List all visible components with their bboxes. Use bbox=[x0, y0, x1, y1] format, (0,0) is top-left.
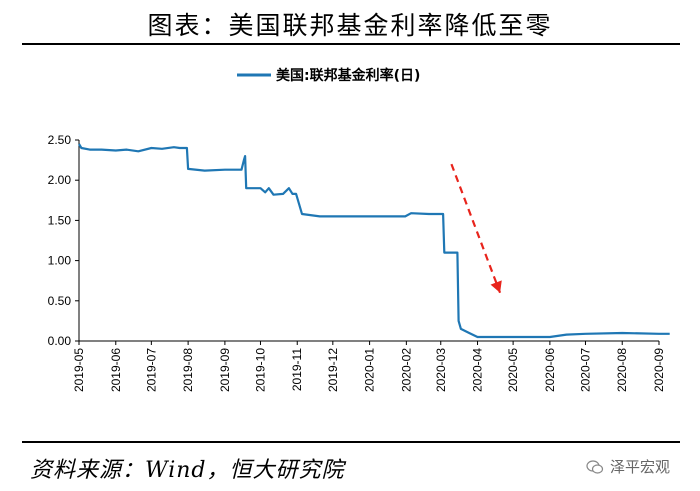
x-axis-ticks: 2019-05 2019-06 2019-07 2019-08 2019-09 2019-… bbox=[72, 341, 666, 392]
x-tick-label: 2019-12 bbox=[326, 348, 340, 392]
x-tick-label: 2020-03 bbox=[434, 348, 448, 392]
x-tick-label: 2019-11 bbox=[290, 348, 304, 391]
x-tick-label: 2020-09 bbox=[652, 348, 666, 392]
series-group bbox=[78, 143, 670, 339]
bottom-rule bbox=[22, 441, 680, 443]
x-tick-label: 2019-10 bbox=[253, 348, 267, 392]
x-tick-label: 2020-01 bbox=[363, 348, 377, 392]
y-tick-label: 2.50 bbox=[48, 133, 72, 147]
x-tick-label: 2019-08 bbox=[181, 348, 195, 392]
x-tick-label: 2019-09 bbox=[218, 348, 232, 392]
x-tick-label: 2019-05 bbox=[72, 348, 86, 392]
x-tick-label: 2020-05 bbox=[506, 348, 520, 392]
arrow-head bbox=[490, 280, 502, 293]
axes bbox=[78, 140, 659, 342]
series-line bbox=[78, 143, 670, 339]
watermark-label: 泽平宏观 bbox=[609, 458, 670, 476]
page-title: 图表：美国联邦基金利率降低至零 bbox=[147, 11, 553, 40]
x-tick-label: 2020-06 bbox=[543, 348, 557, 392]
x-tick-label: 2020-08 bbox=[615, 348, 629, 392]
x-tick-label: 2020-04 bbox=[471, 348, 485, 392]
y-tick-label: 0.00 bbox=[48, 334, 72, 348]
y-axis-ticks: 0.00 0.50 1.00 1.50 2.00 2.50 bbox=[48, 133, 79, 348]
y-tick-label: 1.50 bbox=[48, 213, 72, 227]
legend: 美国:联邦基金利率(日) bbox=[237, 67, 420, 84]
x-tick-label: 2019-06 bbox=[109, 348, 123, 392]
x-tick-label: 2020-02 bbox=[399, 348, 413, 392]
watermark: 泽平宏观 bbox=[586, 456, 670, 477]
top-rule bbox=[22, 43, 680, 45]
x-tick-label: 2020-07 bbox=[578, 348, 592, 392]
y-tick-label: 0.50 bbox=[48, 294, 72, 308]
legend-label: 美国:联邦基金利率(日) bbox=[276, 67, 420, 84]
y-tick-label: 1.00 bbox=[48, 254, 72, 268]
annotation-group bbox=[450, 163, 502, 294]
y-tick-label: 2.00 bbox=[48, 173, 72, 187]
arrow-shaft bbox=[450, 163, 502, 294]
source-note: 资料来源：Wind，恒大研究院 bbox=[30, 458, 345, 483]
x-tick-label: 2019-07 bbox=[144, 348, 158, 392]
wechat-icon bbox=[586, 459, 604, 474]
